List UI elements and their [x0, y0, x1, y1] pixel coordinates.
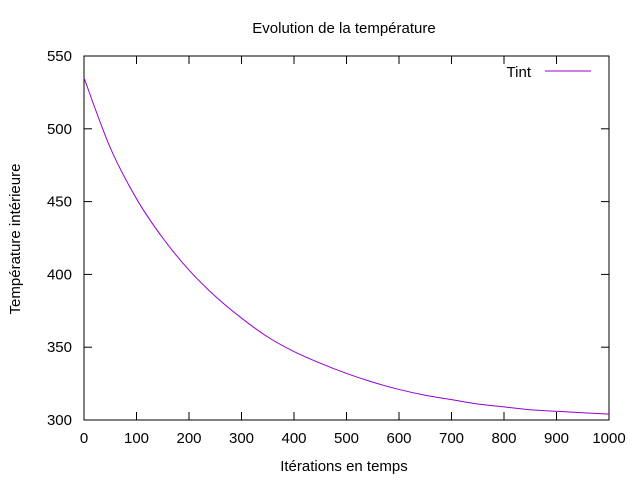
chart-title: Evolution de la température	[252, 20, 435, 37]
y-tick-label: 550	[47, 48, 72, 65]
y-tick-label: 500	[47, 121, 72, 138]
legend: Tint	[507, 64, 591, 81]
series-layer	[83, 77, 610, 415]
x-tick-label: 600	[386, 430, 411, 447]
x-tick-label: 300	[229, 430, 254, 447]
y-tick-label: 400	[47, 266, 72, 283]
x-axis-label: Itérations en temps	[280, 458, 408, 475]
y-axis-label: Température intérieure	[7, 164, 24, 315]
x-tick-label: 900	[544, 430, 569, 447]
y-tick-label: 350	[47, 339, 72, 356]
y-tick-label: 300	[47, 412, 72, 429]
x-axis-ticks: 0 100 200 300 400 500 600 700 800 900 1000	[80, 56, 626, 447]
x-tick-label: 1000	[592, 430, 625, 447]
y-axis-ticks: 300 350 400 450 500 550	[47, 48, 609, 429]
x-tick-label: 400	[281, 430, 306, 447]
x-tick-label: 500	[334, 430, 359, 447]
series-line-tint	[83, 77, 610, 415]
y-tick-label: 450	[47, 194, 72, 211]
x-tick-label: 800	[491, 430, 516, 447]
x-tick-label: 700	[439, 430, 464, 447]
legend-label-tint: Tint	[507, 64, 532, 81]
x-tick-label: 0	[80, 430, 88, 447]
x-tick-label: 100	[124, 430, 149, 447]
x-tick-label: 200	[176, 430, 201, 447]
